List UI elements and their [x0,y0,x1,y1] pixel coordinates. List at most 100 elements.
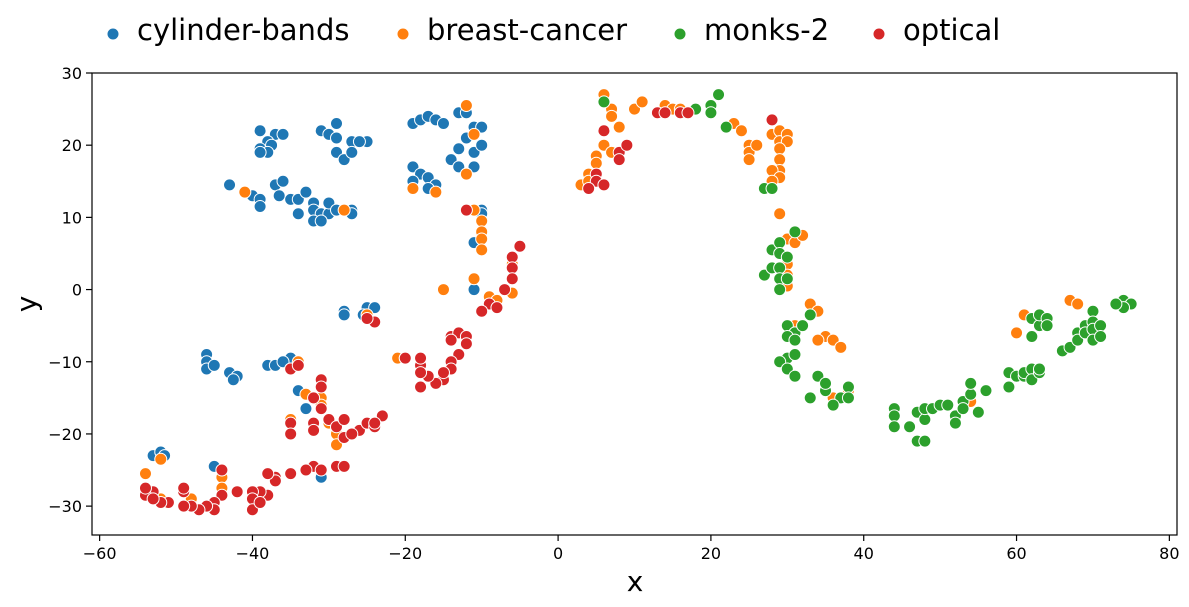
point-optical-34 [414,380,428,394]
point-cylinder-bands-18 [223,178,237,192]
legend-marker-cylinder-bands [106,27,120,41]
point-monks-2-54 [956,402,970,416]
point-cylinder-bands-78 [226,373,240,387]
point-optical-12 [765,113,779,127]
point-monks-2-22 [796,319,810,333]
point-breast-cancer-50 [635,95,649,109]
point-cylinder-bands-11 [330,131,344,145]
point-monks-2-16 [773,261,787,275]
point-breast-cancer-12 [467,272,481,286]
y-tick-label-30: 30 [62,64,82,83]
point-monks-2-67 [1032,362,1046,376]
point-optical-0 [597,124,611,138]
point-optical-26 [459,337,473,351]
point-breast-cancer-13 [436,283,450,297]
point-optical-66 [284,467,298,481]
data-points [138,88,1138,517]
point-breast-cancer-89 [1010,326,1024,340]
point-breast-cancer-65 [773,142,787,156]
point-cylinder-bands-44 [436,117,450,131]
point-cylinder-bands-38 [314,214,328,228]
point-monks-2-10 [773,236,787,250]
point-optical-64 [337,459,351,473]
point-cylinder-bands-17 [345,145,359,159]
point-breast-cancer-11 [475,243,489,257]
legend-entry-breast-cancer: breast-cancer [396,13,627,47]
x-tick-label--20: −20 [388,544,422,563]
point-cylinder-bands-75 [207,358,221,372]
point-optical-44 [314,402,328,416]
point-breast-cancer-37 [154,452,168,466]
point-monks-2-8 [765,182,779,195]
point-cylinder-bands-2 [276,127,290,141]
point-optical-9 [658,106,672,120]
point-optical-84 [177,499,191,513]
point-monks-2-29 [788,348,802,362]
point-optical-42 [314,380,328,394]
legend-marker-monks-2 [673,27,687,41]
point-optical-6 [612,153,626,167]
x-tick-label-60: 60 [1006,544,1026,563]
point-breast-cancer-1 [337,203,351,217]
point-optical-13 [459,203,473,217]
point-optical-36 [414,351,428,365]
point-optical-60 [345,427,359,441]
point-breast-cancer-4 [459,98,473,112]
x-tick-label-0: 0 [553,544,563,563]
point-monks-2-0 [597,95,611,109]
point-optical-3 [597,178,611,192]
plot-frame [91,72,1178,536]
x-axis-label: x [627,565,644,598]
x-axis: −60 −40 −20 0 20 40 60 80 [83,535,1180,563]
legend-entry-cylinder-bands: cylinder-bands [106,13,349,47]
point-breast-cancer-10 [475,232,489,246]
point-breast-cancer-3 [429,185,443,199]
point-breast-cancer-6 [459,167,473,181]
point-cylinder-bands-68 [337,308,351,322]
point-breast-cancer-42 [589,156,603,170]
point-breast-cancer-5 [467,127,481,141]
point-monks-2-68 [1025,329,1039,343]
x-tick-label-20: 20 [701,544,721,563]
point-breast-cancer-0 [238,185,252,199]
point-monks-2-24 [788,333,802,347]
point-monks-2-50 [941,398,955,412]
point-optical-75 [253,496,267,510]
point-monks-2-40 [887,409,901,423]
point-monks-2-57 [971,405,985,419]
point-monks-2-38 [841,391,855,405]
x-tick-label-80: 80 [1159,544,1179,563]
point-optical-17 [505,272,519,286]
legend-label-cylinder-bands: cylinder-bands [137,13,349,47]
legend-label-optical: optical [903,13,1000,47]
legend-marker-optical [872,27,886,41]
point-breast-cancer-83 [811,333,825,347]
legend: cylinder-bands breast-cancer monks-2 opt… [106,13,1000,47]
point-optical-20 [475,304,489,318]
x-tick-label--40: −40 [236,544,270,563]
point-breast-cancer-59 [750,138,764,152]
point-cylinder-bands-24 [276,174,290,188]
point-optical-4 [582,182,596,195]
point-monks-2-19 [780,272,794,286]
point-cylinder-bands-25 [272,189,286,203]
point-optical-62 [314,463,328,477]
y-tick-label-0: 0 [72,281,82,300]
point-monks-2-15 [780,250,794,264]
x-tick-label--60: −60 [83,544,117,563]
point-cylinder-bands-39 [291,207,305,221]
point-monks-2-52 [948,416,962,430]
point-cylinder-bands-7 [253,145,267,159]
point-cylinder-bands-16 [352,135,366,149]
point-monks-2-18 [773,283,787,297]
point-optical-15 [505,250,519,264]
y-tick-label--30: −30 [48,497,82,516]
point-breast-cancer-71 [773,207,787,221]
point-breast-cancer-8 [475,214,489,228]
point-monks-2-60 [1002,380,1016,394]
point-monks-2-34 [819,376,833,390]
point-monks-2-37 [841,380,855,394]
point-optical-65 [299,463,313,477]
point-monks-2-85 [1094,329,1108,343]
